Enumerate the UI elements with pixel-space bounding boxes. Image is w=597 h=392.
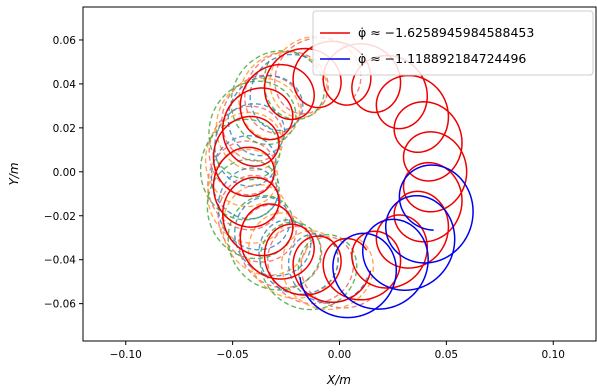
- legend: φ̇ ≈ −1.6258945984588453 φ̇ ≈ −1.1188921…: [312, 10, 594, 76]
- x-tick-label: 0.00: [328, 349, 351, 361]
- x-tick-label: 0.05: [435, 349, 458, 361]
- y-tick-label: −0.02: [44, 211, 76, 223]
- x-axis-label: X/m: [326, 373, 351, 387]
- y-tick-label: 0.04: [53, 79, 77, 91]
- ticks-layer: −0.10 −0.05 0.00 0.05 0.10 0.06 0.04 0.02 0.00 −0…: [44, 35, 565, 361]
- dashed-trajectory-4: [210, 53, 369, 304]
- y-tick-label: −0.06: [44, 299, 76, 311]
- series-line-2: [299, 164, 474, 319]
- x-tick-label: −0.10: [110, 349, 142, 361]
- y-tick-label: 0.02: [53, 123, 76, 135]
- dashed-trajectory-1: [207, 37, 371, 309]
- y-tick-label: −0.04: [44, 255, 76, 267]
- legend-box: [312, 10, 594, 76]
- y-tick-label: 0.06: [53, 35, 77, 47]
- dashed-trajectory-3: [199, 50, 358, 311]
- legend-label-series-1: φ̇ ≈ −1.6258945984588453: [358, 25, 534, 40]
- legend-label-series-2: φ̇ ≈ −1.118892184724496: [358, 51, 526, 66]
- x-tick-label: −0.05: [217, 349, 249, 361]
- y-tick-label: 0.00: [53, 167, 76, 179]
- x-tick-label: 0.10: [542, 349, 565, 361]
- y-axis-label: Y/m: [7, 162, 21, 185]
